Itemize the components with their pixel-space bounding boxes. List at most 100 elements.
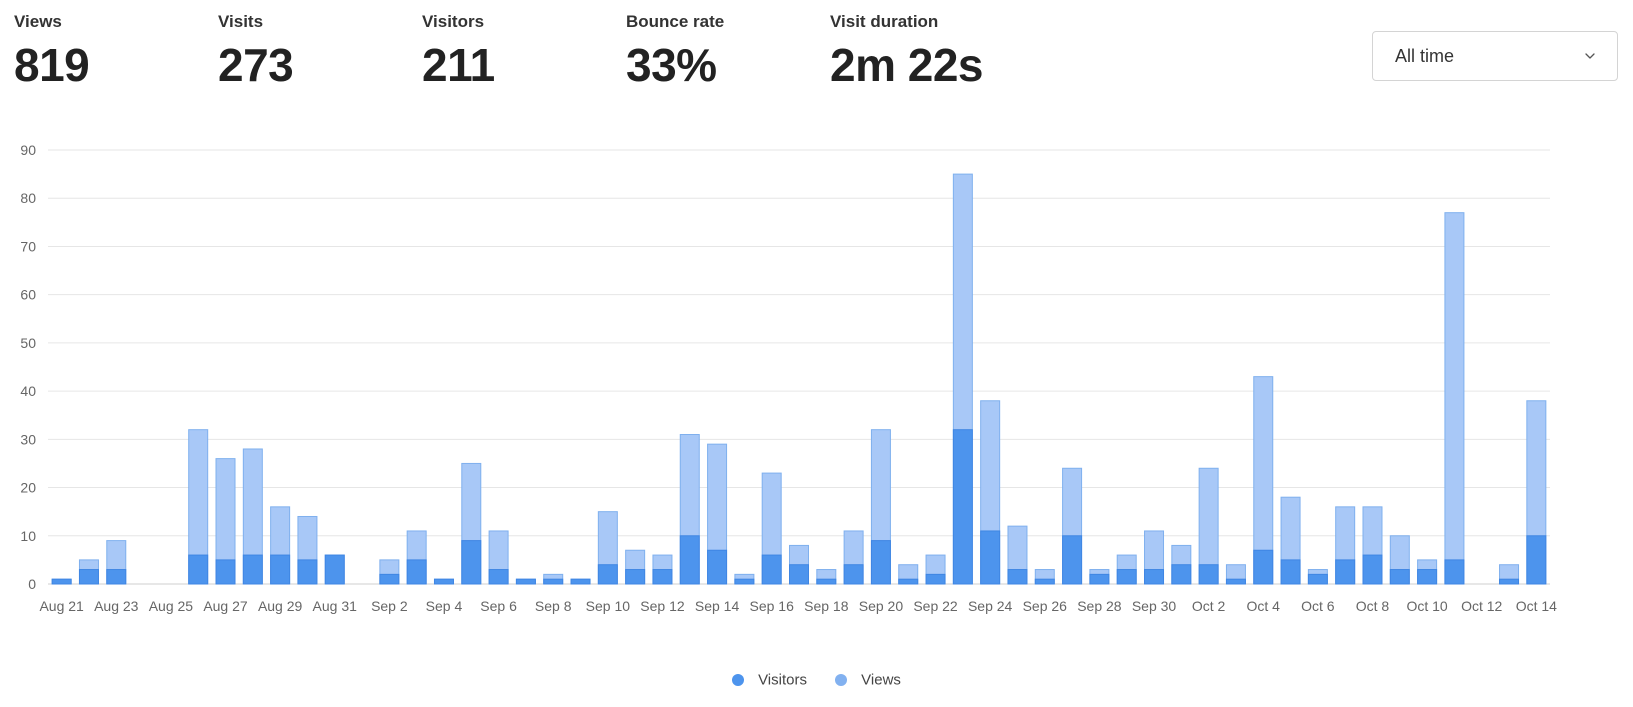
bar-visitors	[515, 578, 536, 585]
y-tick-label: 30	[20, 431, 36, 447]
bar-visitors	[270, 554, 291, 585]
metric-label: Views	[14, 12, 62, 31]
bar-visitors	[188, 554, 209, 585]
bar-visitors	[1444, 559, 1465, 585]
bar-visitors	[734, 578, 755, 585]
legend-item-views[interactable]: Views	[835, 671, 901, 689]
bar-visitors	[1171, 564, 1192, 585]
bar-visitors	[1335, 559, 1356, 585]
x-tick-label: Sep 18	[804, 598, 849, 614]
metric-visit-duration[interactable]: Visit duration 2m 22s	[830, 12, 984, 92]
bar-visitors	[488, 569, 509, 585]
x-tick-label: Sep 20	[859, 598, 904, 614]
bar-visitors	[215, 559, 236, 585]
bar-visitors	[297, 559, 318, 585]
bar-visitors	[1034, 578, 1055, 585]
bar-visitors	[1116, 569, 1137, 585]
metric-value: 211	[422, 39, 495, 91]
x-tick-label: Sep 30	[1132, 598, 1177, 614]
bar-visitors	[51, 578, 72, 585]
bar-visitors	[679, 535, 700, 585]
x-tick-label: Sep 14	[695, 598, 740, 614]
bar-visitors	[461, 540, 482, 585]
bar-visitors	[433, 578, 454, 585]
x-tick-label: Sep 16	[750, 598, 795, 614]
y-tick-label: 90	[20, 142, 36, 158]
y-tick-label: 60	[20, 287, 36, 303]
bar-visitors	[1062, 535, 1083, 585]
metric-views[interactable]: Views 819	[14, 12, 90, 92]
x-tick-label: Sep 4	[426, 598, 463, 614]
bar-visitors	[1362, 554, 1383, 585]
bar-visitors	[324, 554, 345, 585]
bar-visitors	[761, 554, 782, 585]
metric-label: Visit duration	[830, 12, 939, 31]
y-tick-label: 70	[20, 238, 36, 254]
x-tick-label: Oct 4	[1247, 598, 1281, 614]
bar-visitors	[597, 564, 618, 585]
chevron-down-icon	[1585, 53, 1595, 59]
bar-visitors	[1526, 535, 1547, 585]
bar-visitors	[242, 554, 263, 585]
visitors-views-bar-chart: 0 10 20 30 40 50 60 70 80 90 Aug 21 Aug 23 Aug 25 Aug…	[20, 142, 1557, 614]
y-tick-label: 10	[20, 528, 36, 544]
bar-visitors	[1499, 578, 1520, 585]
x-tick-label: Sep 2	[371, 598, 408, 614]
bar-visitors	[570, 578, 591, 585]
x-tick-label: Sep 8	[535, 598, 572, 614]
metrics-bar: Views 819 Visits 273 Visitors 211 Bounce…	[0, 0, 1633, 110]
x-tick-label: Aug 29	[258, 598, 303, 614]
x-tick-label: Oct 10	[1406, 598, 1447, 614]
x-tick-label: Aug 31	[313, 598, 358, 614]
bar-visitors	[106, 569, 127, 585]
bar-visitors	[406, 559, 427, 585]
bar-visitors	[625, 569, 646, 585]
bar-visitors	[952, 429, 973, 585]
metric-visits[interactable]: Visits 273	[218, 12, 294, 92]
bar-visitors	[379, 573, 400, 585]
bar-visitors	[789, 564, 809, 585]
metric-visitors[interactable]: Visitors 211	[422, 12, 495, 92]
x-tick-label: Sep 10	[586, 598, 631, 614]
bar-visitors	[1307, 573, 1328, 585]
bar-visitors	[870, 540, 891, 585]
bar-visitors	[707, 549, 728, 585]
legend-label: Views	[861, 671, 901, 689]
x-tick-label: Sep 22	[913, 598, 958, 614]
y-tick-label: 40	[20, 383, 36, 399]
bar-visitors	[980, 530, 1001, 585]
date-range-value: All time	[1395, 46, 1455, 66]
chart-legend: Visitors Views	[0, 671, 1633, 689]
date-range-select[interactable]: All time	[1372, 31, 1618, 81]
bar-visitors	[543, 578, 564, 585]
bar-views	[1444, 212, 1465, 585]
x-tick-label: Aug 21	[39, 598, 84, 614]
bar-visitors	[898, 578, 919, 585]
y-tick-label: 80	[20, 190, 36, 206]
x-tick-label: Oct 8	[1356, 598, 1390, 614]
metric-label: Visits	[218, 12, 264, 31]
metric-value: 273	[218, 39, 294, 91]
bar-visitors	[1007, 569, 1028, 585]
bar-visitors	[78, 569, 99, 585]
bar-visitors	[652, 569, 673, 585]
x-tick-label: Oct 14	[1516, 598, 1557, 614]
legend-item-visitors[interactable]: Visitors	[732, 671, 807, 689]
bar-visitors	[1089, 573, 1110, 585]
x-tick-label: Sep 6	[480, 598, 517, 614]
bar-visitors	[1417, 569, 1438, 585]
metric-value: 819	[14, 39, 90, 91]
y-tick-label: 0	[28, 576, 36, 592]
bar-visitors	[1198, 564, 1219, 585]
metric-value: 2m 22s	[830, 39, 984, 91]
y-tick-label: 20	[20, 480, 36, 496]
bar-visitors	[816, 578, 837, 585]
x-tick-label: Aug 25	[149, 598, 194, 614]
bar-visitors	[1144, 569, 1165, 585]
metric-bounce-rate[interactable]: Bounce rate 33%	[626, 12, 724, 92]
bar-visitors	[1253, 549, 1274, 585]
x-tick-label: Sep 26	[1023, 598, 1068, 614]
bar-visitors	[843, 564, 864, 585]
metric-label: Visitors	[422, 12, 485, 31]
metric-label: Bounce rate	[626, 12, 725, 31]
